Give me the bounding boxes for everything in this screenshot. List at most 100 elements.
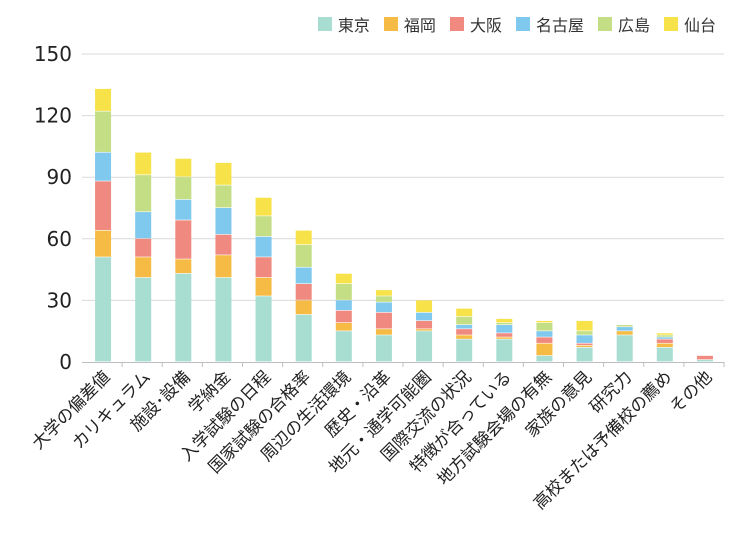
bar-segment-3 [335, 310, 352, 323]
bar-segment-5 [576, 331, 593, 335]
legend-swatch-hiroshima [597, 17, 612, 31]
bar-segment-3 [496, 333, 513, 337]
bar-segment-4 [135, 212, 152, 239]
bar-segment-3 [656, 339, 673, 343]
bar-segment-3 [255, 257, 272, 278]
bar-segment-5 [255, 216, 272, 237]
bar-segment-1 [175, 273, 192, 362]
legend-label-fukuoka: 福岡 [403, 16, 436, 35]
bar-segment-4 [175, 199, 192, 220]
bar-segment-5 [215, 185, 232, 208]
bar-segment-2 [255, 277, 272, 296]
legend: 東京 福岡 大阪 名古屋 広島 仙台 [317, 12, 716, 36]
bar-segment-4 [95, 152, 112, 181]
x-tick-label: その他 [666, 367, 716, 417]
bar-segment-4 [416, 312, 433, 321]
legend-label-nagoya: 名古屋 [535, 16, 584, 35]
legend-label-sendai: 仙台 [683, 16, 716, 35]
bar-segment-2 [95, 230, 112, 257]
bar-segment-1 [616, 335, 633, 362]
bar-segment-6 [375, 290, 392, 296]
bar-segment-6 [215, 162, 232, 185]
bar-segment-3 [95, 181, 112, 230]
legend-item-fukuoka: 福岡 [383, 12, 436, 36]
bar-segment-3 [175, 220, 192, 259]
bar-segment-6 [135, 152, 152, 175]
bar-segment-4 [616, 327, 633, 331]
legend-item-sendai: 仙台 [663, 12, 716, 36]
bar-segment-1 [416, 331, 433, 362]
bar-segment-1 [536, 355, 553, 362]
bar-segment-4 [295, 267, 312, 284]
bar-segment-4 [375, 302, 392, 313]
bar-segment-3 [696, 355, 713, 360]
y-tick-label: 60 [47, 227, 72, 251]
bar-segment-5 [335, 283, 352, 300]
bar-segment-6 [255, 197, 272, 216]
y-tick-label: 150 [34, 42, 72, 66]
bar-segment-4 [456, 325, 473, 329]
bar-segment-1 [295, 314, 312, 362]
y-tick-label: 90 [47, 165, 72, 189]
bar-segment-6 [536, 320, 553, 323]
legend-item-osaka: 大阪 [449, 12, 502, 36]
y-tick-label: 120 [34, 104, 72, 128]
bar-segment-6 [416, 300, 433, 313]
bar-segment-2 [456, 335, 473, 339]
bar-segment-3 [536, 337, 553, 343]
bar-segment-3 [576, 343, 593, 345]
bar-segment-2 [335, 322, 352, 331]
bar-segment-2 [416, 329, 433, 331]
y-tick-label: 30 [47, 288, 72, 312]
bar-segment-1 [696, 359, 713, 362]
bar-segment-6 [496, 318, 513, 323]
bar-segment-5 [295, 244, 312, 267]
legend-swatch-sendai [663, 17, 678, 31]
bar-segment-1 [576, 347, 593, 362]
bar-segment-1 [255, 296, 272, 362]
bar-segment-2 [496, 337, 513, 339]
bar-segment-1 [456, 339, 473, 362]
bar-segment-2 [375, 329, 392, 335]
bar-segment-5 [175, 177, 192, 200]
legend-item-hiroshima: 広島 [597, 12, 650, 36]
bar-segment-3 [375, 312, 392, 329]
bar-segment-2 [656, 343, 673, 348]
bar-segment-3 [456, 329, 473, 335]
bar-segment-4 [576, 335, 593, 343]
legend-swatch-fukuoka [383, 17, 398, 31]
bar-segment-4 [656, 337, 673, 339]
bar-segment-6 [175, 158, 192, 177]
bar-segment-6 [335, 273, 352, 284]
legend-swatch-tokyo [317, 17, 332, 31]
bar-segment-3 [416, 320, 433, 329]
legend-swatch-osaka [449, 17, 464, 31]
bar-segment-4 [536, 331, 553, 337]
legend-item-tokyo: 東京 [317, 12, 370, 36]
bar-segment-2 [215, 255, 232, 278]
bar-segment-2 [135, 257, 152, 278]
bar-segment-4 [215, 208, 232, 235]
bar-segment-2 [175, 259, 192, 274]
bar-segment-1 [496, 339, 513, 362]
bar-segment-4 [496, 325, 513, 333]
bar-segment-6 [456, 308, 473, 317]
bar-segment-3 [295, 283, 312, 300]
bar-segment-5 [95, 111, 112, 152]
bar-segment-2 [576, 345, 593, 348]
bar-segment-4 [335, 300, 352, 311]
bar-segment-1 [335, 331, 352, 362]
bar-segment-1 [135, 277, 152, 362]
bar-segment-1 [375, 335, 392, 362]
bar-segment-3 [135, 238, 152, 257]
bar-segment-3 [215, 234, 232, 255]
legend-swatch-nagoya [515, 17, 530, 31]
bar-segment-5 [656, 335, 673, 337]
bar-segment-5 [616, 325, 633, 327]
legend-label-tokyo: 東京 [337, 16, 370, 35]
bar-segment-2 [536, 343, 553, 356]
bar-segment-5 [496, 322, 513, 325]
bar-segment-2 [295, 300, 312, 315]
legend-item-nagoya: 名古屋 [515, 12, 584, 36]
